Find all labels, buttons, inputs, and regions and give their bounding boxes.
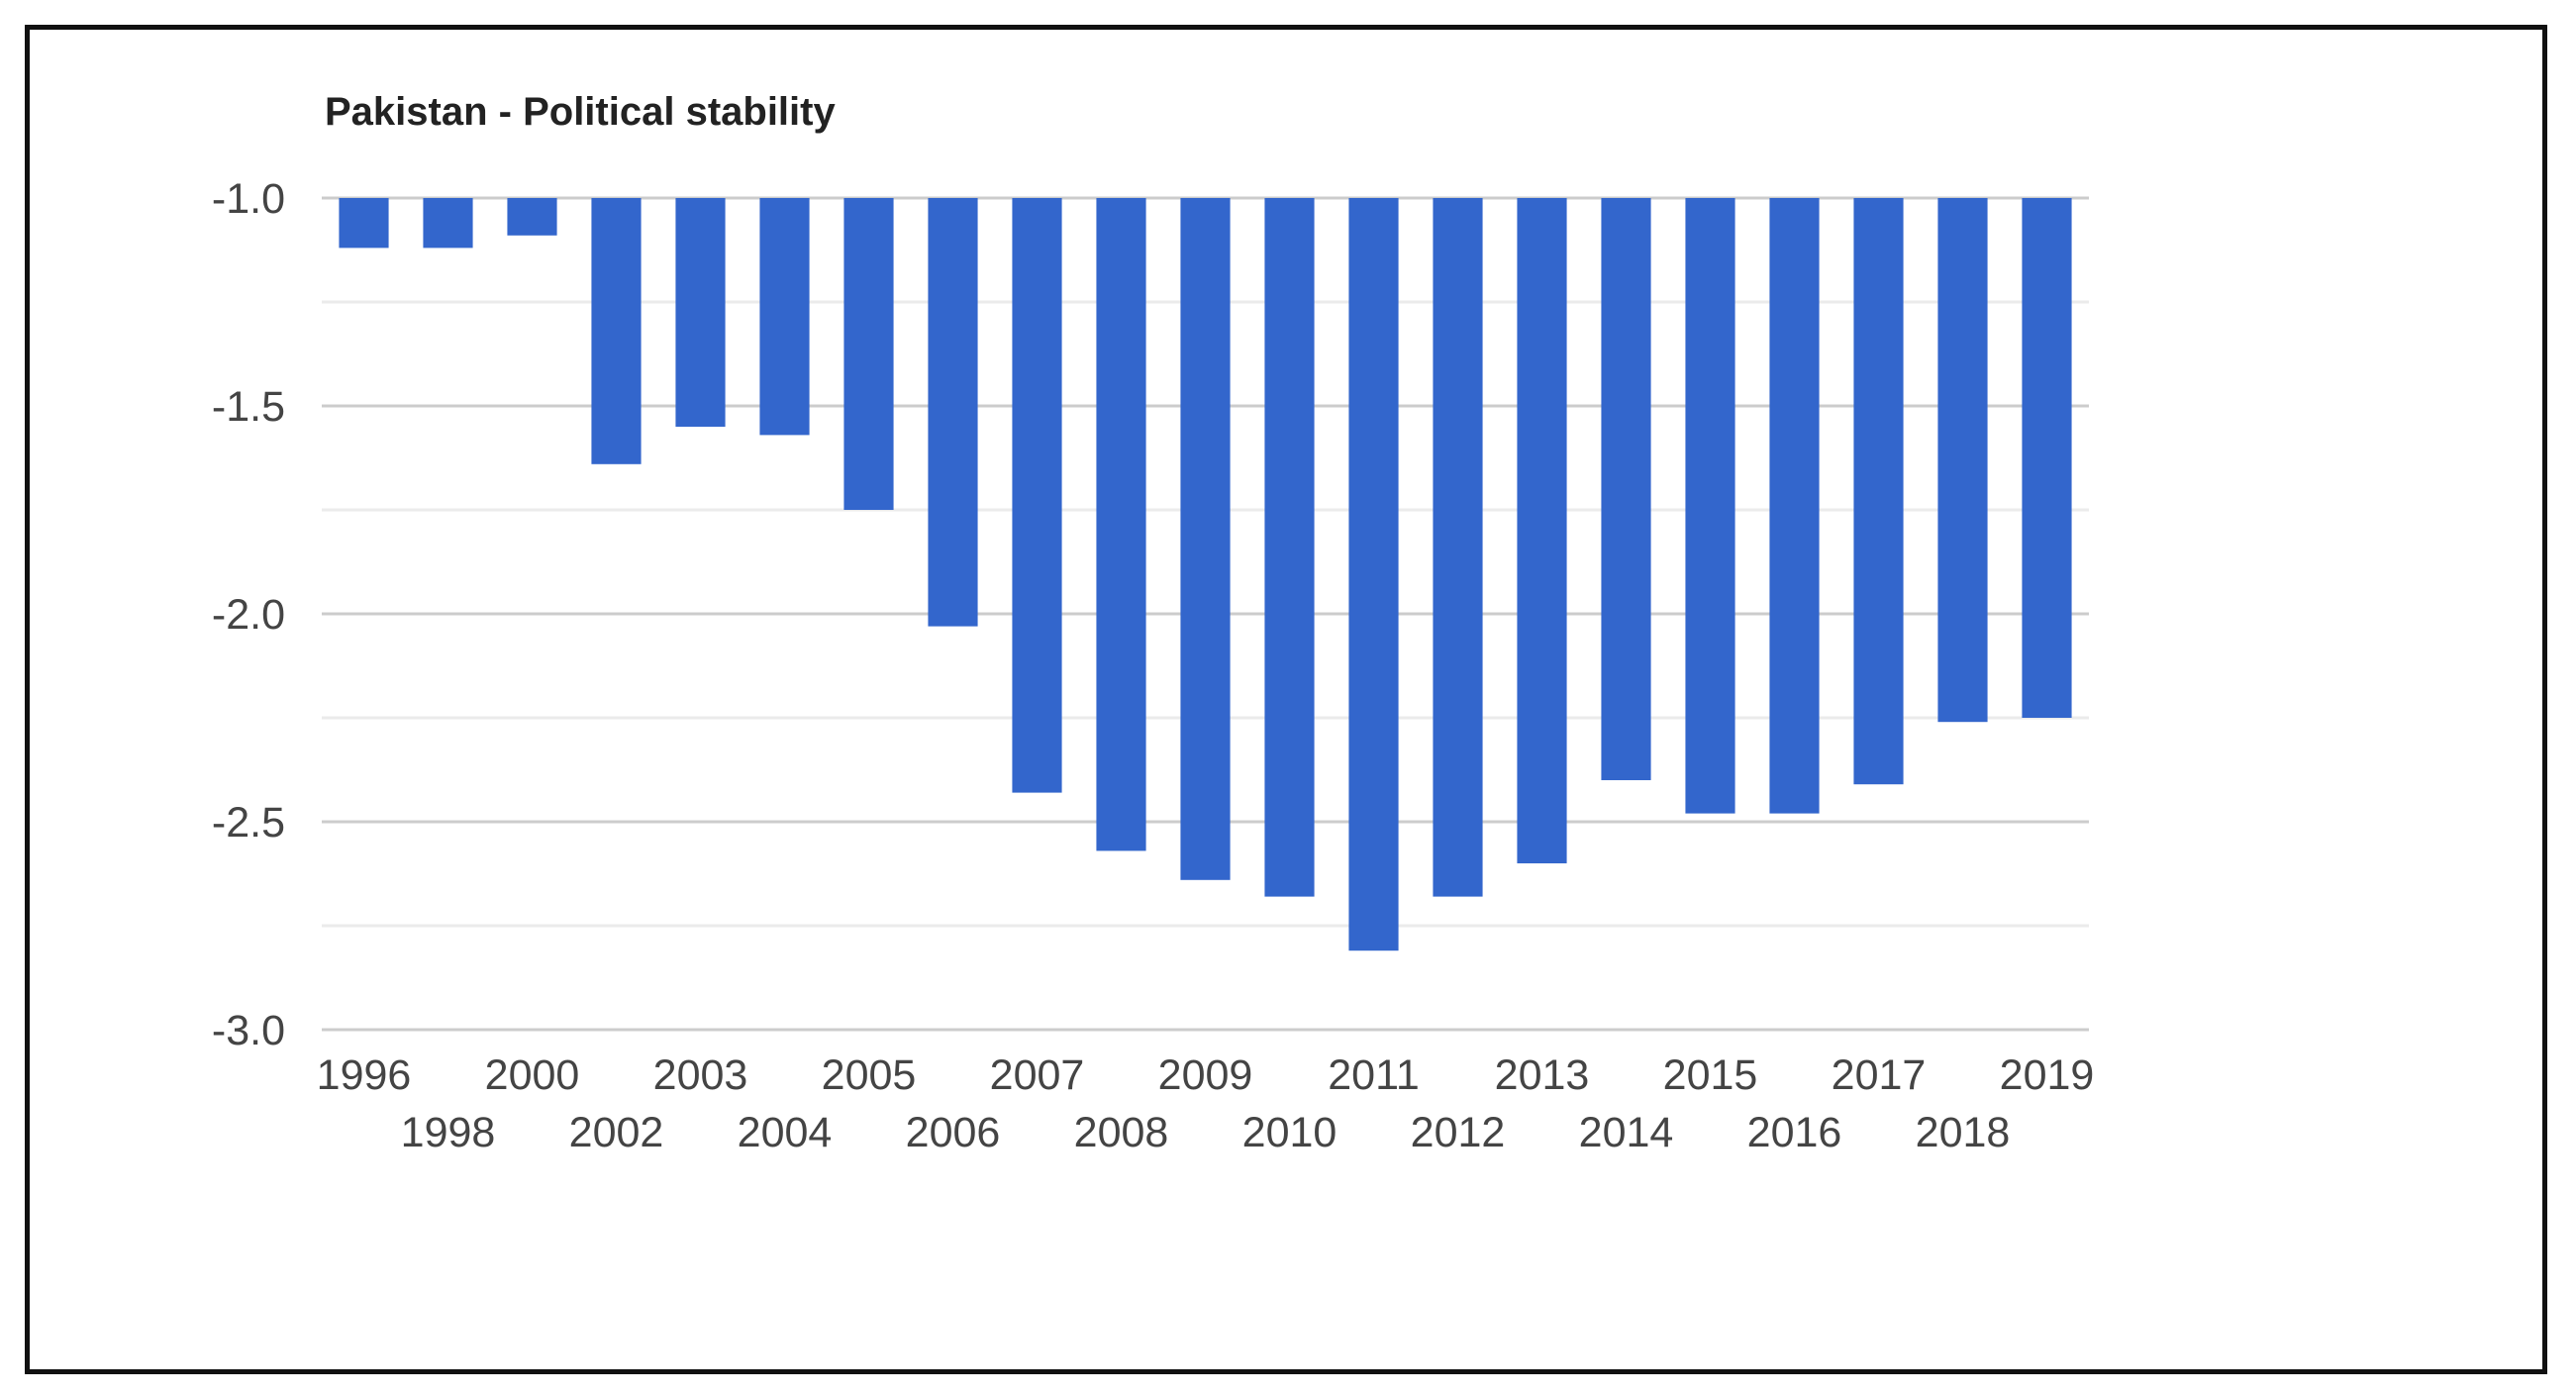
bar-2014[interactable] <box>1601 198 1651 780</box>
x-tick-label: 2016 <box>1747 1109 1842 1156</box>
bar-2009[interactable] <box>1180 198 1231 880</box>
bar-1996[interactable] <box>339 198 389 249</box>
x-tick-label: 2004 <box>738 1109 833 1156</box>
x-tick-label: 2013 <box>1495 1051 1590 1099</box>
x-tick-label: 2000 <box>485 1051 580 1099</box>
bar-2018[interactable] <box>1937 198 1988 723</box>
y-tick-label: -3.0 <box>212 1007 285 1054</box>
x-tick-label: 2011 <box>1328 1051 1419 1099</box>
x-tick-label: 2017 <box>1832 1051 1927 1099</box>
bar-2005[interactable] <box>843 198 894 510</box>
y-axis: -1.0 -1.5 -2.0 -2.5 -3.0 <box>212 175 285 1054</box>
bar-2016[interactable] <box>1769 198 1820 814</box>
bar-2011[interactable] <box>1348 198 1399 951</box>
bar-2003[interactable] <box>675 198 726 427</box>
bar-2007[interactable] <box>1012 198 1062 793</box>
x-tick-label: 2014 <box>1579 1109 1674 1156</box>
bar-2006[interactable] <box>928 198 978 627</box>
x-axis: 1996 1998 2000 2002 2003 2004 2005 2006 2007 2008… <box>317 1051 2095 1156</box>
x-tick-label: 2019 <box>2000 1051 2095 1099</box>
bar-2012[interactable] <box>1433 198 1483 897</box>
chart-title: Pakistan - Political stability <box>325 90 836 134</box>
bar-2015[interactable] <box>1685 198 1735 814</box>
y-tick-label: -1.5 <box>212 383 285 431</box>
x-tick-label: 2002 <box>569 1109 664 1156</box>
x-tick-label: 2005 <box>822 1051 917 1099</box>
bar-2019[interactable] <box>2022 198 2072 718</box>
bar-2002[interactable] <box>591 198 642 464</box>
bar-1998[interactable] <box>423 198 473 249</box>
y-tick-label: -1.0 <box>212 175 285 223</box>
x-tick-label: 2018 <box>1916 1109 2011 1156</box>
x-tick-label: 2009 <box>1158 1051 1253 1099</box>
bar-2008[interactable] <box>1096 198 1146 851</box>
x-tick-label: 2003 <box>653 1051 748 1099</box>
bars <box>339 198 2072 951</box>
bar-2004[interactable] <box>759 198 810 436</box>
y-tick-label: -2.5 <box>212 799 285 847</box>
x-tick-label: 1998 <box>401 1109 496 1156</box>
x-tick-label: 1996 <box>317 1051 412 1099</box>
x-tick-label: 2008 <box>1074 1109 1169 1156</box>
bar-2017[interactable] <box>1853 198 1904 785</box>
x-tick-label: 2006 <box>906 1109 1001 1156</box>
bar-2000[interactable] <box>507 198 557 236</box>
x-tick-label: 2015 <box>1663 1051 1758 1099</box>
y-tick-label: -2.0 <box>212 591 285 639</box>
bar-2010[interactable] <box>1264 198 1315 897</box>
x-tick-label: 2012 <box>1411 1109 1506 1156</box>
x-tick-label: 2007 <box>990 1051 1085 1099</box>
x-tick-label: 2010 <box>1242 1109 1338 1156</box>
bar-2013[interactable] <box>1517 198 1567 863</box>
